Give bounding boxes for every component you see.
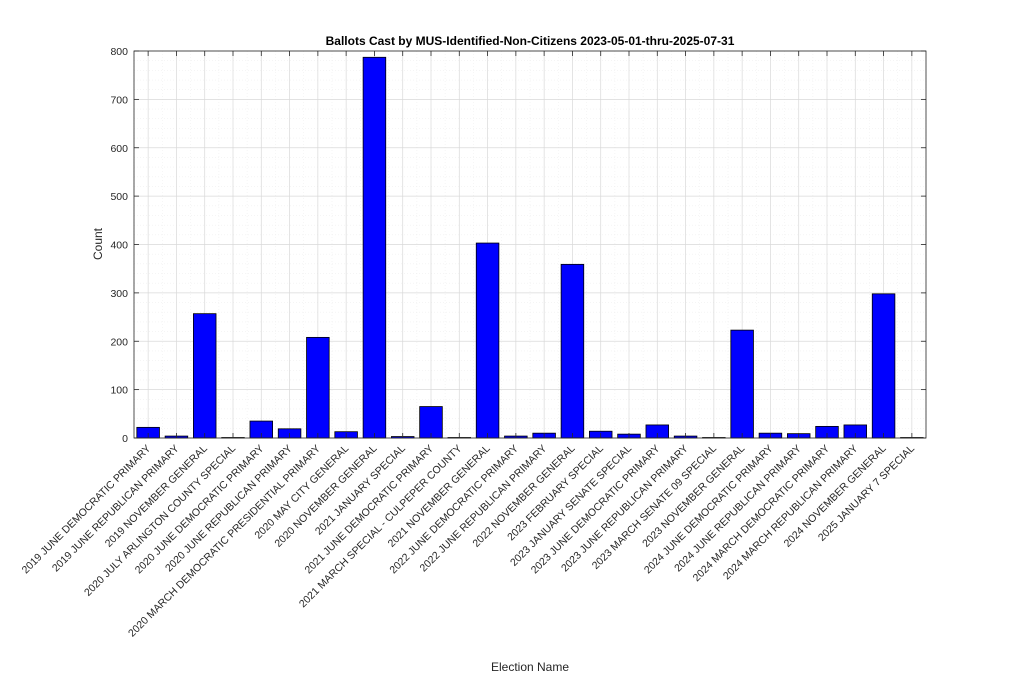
bar [192,313,217,439]
bar [475,242,500,439]
bar-series [136,56,924,439]
chart-title: Ballots Cast by MUS-Identified-Non-Citiz… [326,34,735,48]
y-tick-label: 100 [110,385,128,397]
y-tick-label: 300 [110,288,128,300]
bar [306,336,330,439]
y-tick-label: 200 [110,336,128,348]
y-axis-label: Count [91,227,105,260]
y-tick-label: 400 [110,240,128,252]
x-axis-label: Election Name [491,660,569,674]
y-axis-ticks: 0 100 200 300 400 500 600 700 800 [110,46,926,445]
bar [362,56,387,439]
y-tick-label: 600 [110,143,128,155]
bar [730,329,754,439]
y-tick-label: 500 [110,191,128,203]
bar [560,263,585,439]
y-tick-label: 0 [122,433,128,445]
grid-lines [133,50,927,439]
bar [871,293,896,439]
y-tick-label: 700 [110,94,128,106]
y-tick-label: 800 [110,46,128,58]
